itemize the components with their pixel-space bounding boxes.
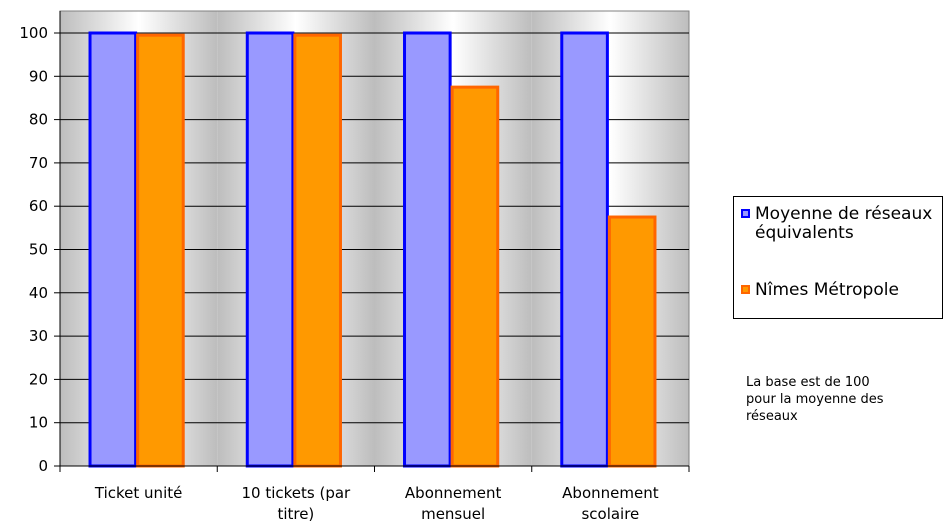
bar-nimes-1 <box>293 33 342 468</box>
y-tick-label: 40 <box>29 284 48 302</box>
legend-swatch-moyenne <box>741 209 750 218</box>
x-category-label: mensuel <box>421 505 485 523</box>
y-tick-label: 0 <box>38 457 48 475</box>
base-note: La base est de 100 pour la moyenne des r… <box>746 375 884 424</box>
bar-moyenne-1 <box>245 31 295 468</box>
bar-moyenne-0 <box>88 31 138 468</box>
legend-item-moyenne: Moyenne de réseaux équivalents <box>741 205 943 243</box>
y-tick-label: 20 <box>29 370 48 388</box>
y-tick-label: 80 <box>29 111 48 129</box>
x-category-labels: Ticket unité 10 tickets (par titre) Abonnem… <box>94 484 659 523</box>
x-category-label: Abonnement <box>405 484 502 502</box>
legend-swatch-nimes <box>741 285 750 294</box>
axes <box>54 11 690 472</box>
x-category-label: Abonnement <box>562 484 659 502</box>
bars <box>88 31 657 468</box>
bar-nimes-3 <box>607 215 657 468</box>
x-category-label: Ticket unité <box>94 484 182 502</box>
y-tick-label: 50 <box>29 241 48 259</box>
x-category-label: 10 tickets (par <box>242 484 352 502</box>
legend: Moyenne de réseaux équivalents Nîmes Mét… <box>733 196 943 319</box>
y-tick-label: 70 <box>29 154 48 172</box>
y-tick-label: 10 <box>29 414 48 432</box>
bar-moyenne-2 <box>403 31 452 468</box>
legend-label-moyenne: Moyenne de réseaux équivalents <box>755 204 933 243</box>
y-tick-label: 100 <box>19 24 48 42</box>
y-tick-label: 60 <box>29 197 48 215</box>
y-tick-labels: 0 10 20 30 40 50 60 70 80 90 100 <box>19 24 48 475</box>
bar-moyenne-3 <box>560 31 609 468</box>
bar-nimes-2 <box>450 85 500 468</box>
y-tick-label: 30 <box>29 327 48 345</box>
bar-nimes-0 <box>136 33 185 468</box>
y-tick-label: 90 <box>29 67 48 85</box>
legend-label-nimes: Nîmes Métropole <box>755 280 899 300</box>
legend-item-nimes: Nîmes Métropole <box>741 281 943 300</box>
x-category-label: titre) <box>277 505 314 523</box>
x-category-label: scolaire <box>581 505 639 523</box>
